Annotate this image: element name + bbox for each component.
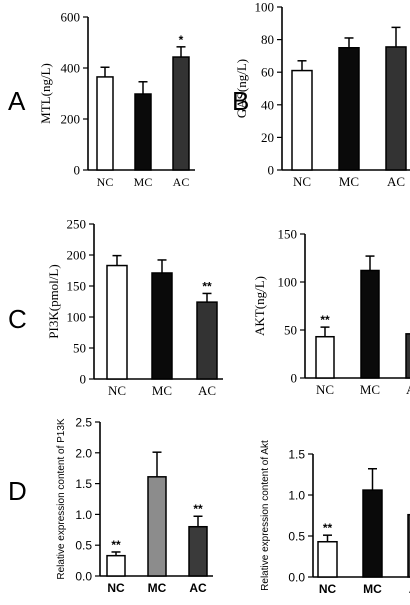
significance-marker: ** xyxy=(111,538,121,552)
bar-nc xyxy=(106,264,128,380)
significance-marker: ** xyxy=(320,313,330,327)
chart-panel-3: 0 50 100 150 200 250 PI3K(pmol/L) NC MC ** AC C xyxy=(8,217,223,398)
category-label: AC xyxy=(409,582,410,596)
y-axis-label: Relative expression content of Akt xyxy=(260,440,271,591)
bar-mc xyxy=(134,93,152,171)
category-label: NC xyxy=(97,175,114,189)
y-tick-label: 100 xyxy=(67,310,87,325)
y-tick-label: 150 xyxy=(67,279,87,294)
y-tick-label: 0 xyxy=(74,163,81,178)
category-label: NC xyxy=(319,582,337,596)
category-label: MC xyxy=(363,582,382,596)
y-tick-label: 2.0 xyxy=(75,446,92,460)
y-tick-label: 250 xyxy=(67,217,87,232)
panel-letter: C xyxy=(8,304,27,334)
bar-ac xyxy=(188,525,208,577)
panel-letter: D xyxy=(8,476,27,506)
category-label: NC xyxy=(316,382,334,397)
chart-panel-2: 0 20 40 60 80 100 GAS(ng/L) NC MC AC B xyxy=(232,0,410,189)
y-tick-label: 0.5 xyxy=(288,530,305,544)
bar-ac xyxy=(407,513,410,578)
y-tick-label: 100 xyxy=(255,0,275,15)
y-axis-label: Relative expression content of P13K xyxy=(56,418,67,580)
category-label: MC xyxy=(360,382,380,397)
category-label: NC xyxy=(107,581,125,595)
y-tick-label: 200 xyxy=(61,112,81,127)
y-tick-label: 200 xyxy=(67,248,87,263)
bar-nc xyxy=(315,335,335,379)
y-tick-label: 1.0 xyxy=(75,508,92,522)
y-tick-label: 1.5 xyxy=(288,448,305,462)
y-tick-label: 1.0 xyxy=(288,489,305,503)
category-label: AC xyxy=(198,383,216,398)
y-tick-label: 50 xyxy=(73,341,86,356)
significance-marker: ** xyxy=(323,521,333,535)
y-tick-label: 0 xyxy=(80,372,87,387)
y-tick-label: 400 xyxy=(61,61,81,76)
chart-panel-5: 0.0 0.5 1.0 1.5 2.0 2.5 Relative expression co… xyxy=(8,416,213,595)
bar-mc xyxy=(338,47,360,171)
y-tick-label: 100 xyxy=(278,275,298,290)
y-tick-label: 80 xyxy=(261,32,274,47)
y-tick-label: 0.5 xyxy=(75,539,92,553)
y-axis-label: PI3K(pmol/L) xyxy=(46,264,61,338)
chart-panel-1: 0 200 400 600 MTL(ng/L) NC MC * AC A xyxy=(8,10,195,189)
y-axis-label: GAS(ng/L) xyxy=(234,59,249,118)
category-label: MC xyxy=(339,174,359,189)
bar-mc xyxy=(362,489,383,578)
y-tick-label: 1.5 xyxy=(75,477,92,491)
significance-marker: ** xyxy=(202,279,212,293)
significance-marker: ** xyxy=(193,502,203,516)
panel-letter: B xyxy=(232,86,249,116)
y-tick-label: 600 xyxy=(61,10,81,25)
y-tick-label: 40 xyxy=(261,97,274,112)
y-tick-label: 20 xyxy=(261,130,274,145)
bar-nc xyxy=(106,554,126,577)
bar-ac xyxy=(385,46,407,171)
y-axis-label: MTL(ng/L) xyxy=(38,63,53,124)
y-tick-label: 150 xyxy=(278,227,298,242)
category-label: NC xyxy=(293,174,311,189)
bar-ac xyxy=(405,333,410,379)
y-tick-label: 0.0 xyxy=(288,571,305,585)
category-label: AC xyxy=(406,382,410,397)
chart-panel-6: 0.0 0.5 1.0 1.5 Relative expression content … xyxy=(260,440,410,596)
category-label: MC xyxy=(152,383,172,398)
category-label: AC xyxy=(189,581,207,595)
bar-ac xyxy=(196,301,218,380)
bar-mc xyxy=(147,476,167,577)
bar-nc xyxy=(291,69,313,171)
panel-letter: A xyxy=(8,86,26,116)
y-tick-label: 60 xyxy=(261,65,274,80)
y-tick-label: 0.0 xyxy=(75,570,92,584)
y-tick-label: 0 xyxy=(268,163,275,178)
category-label: MC xyxy=(134,175,153,189)
y-tick-label: 50 xyxy=(284,323,297,338)
bar-nc xyxy=(96,76,114,171)
y-tick-label: 0 xyxy=(291,371,298,386)
y-axis-label: AKT(ng/L) xyxy=(252,276,267,336)
significance-marker: * xyxy=(179,33,184,47)
bar-mc xyxy=(151,272,173,380)
category-label: MC xyxy=(148,581,167,595)
category-label: AC xyxy=(173,175,190,189)
category-label: AC xyxy=(387,174,405,189)
bar-mc xyxy=(360,269,380,379)
y-tick-label: 2.5 xyxy=(75,416,92,430)
bar-nc xyxy=(317,540,338,578)
category-label: NC xyxy=(108,383,126,398)
bar-ac xyxy=(172,56,190,171)
